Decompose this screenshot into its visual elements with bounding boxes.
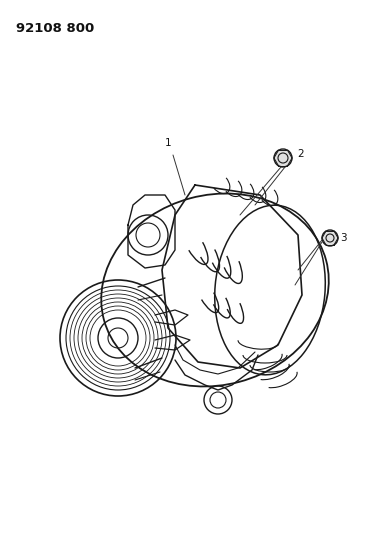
Ellipse shape [322, 230, 338, 246]
Text: 1: 1 [165, 138, 171, 148]
Text: 92108 800: 92108 800 [16, 22, 94, 35]
Text: 3: 3 [340, 233, 347, 243]
Ellipse shape [108, 328, 128, 348]
Text: 2: 2 [297, 149, 304, 159]
Ellipse shape [274, 149, 292, 167]
